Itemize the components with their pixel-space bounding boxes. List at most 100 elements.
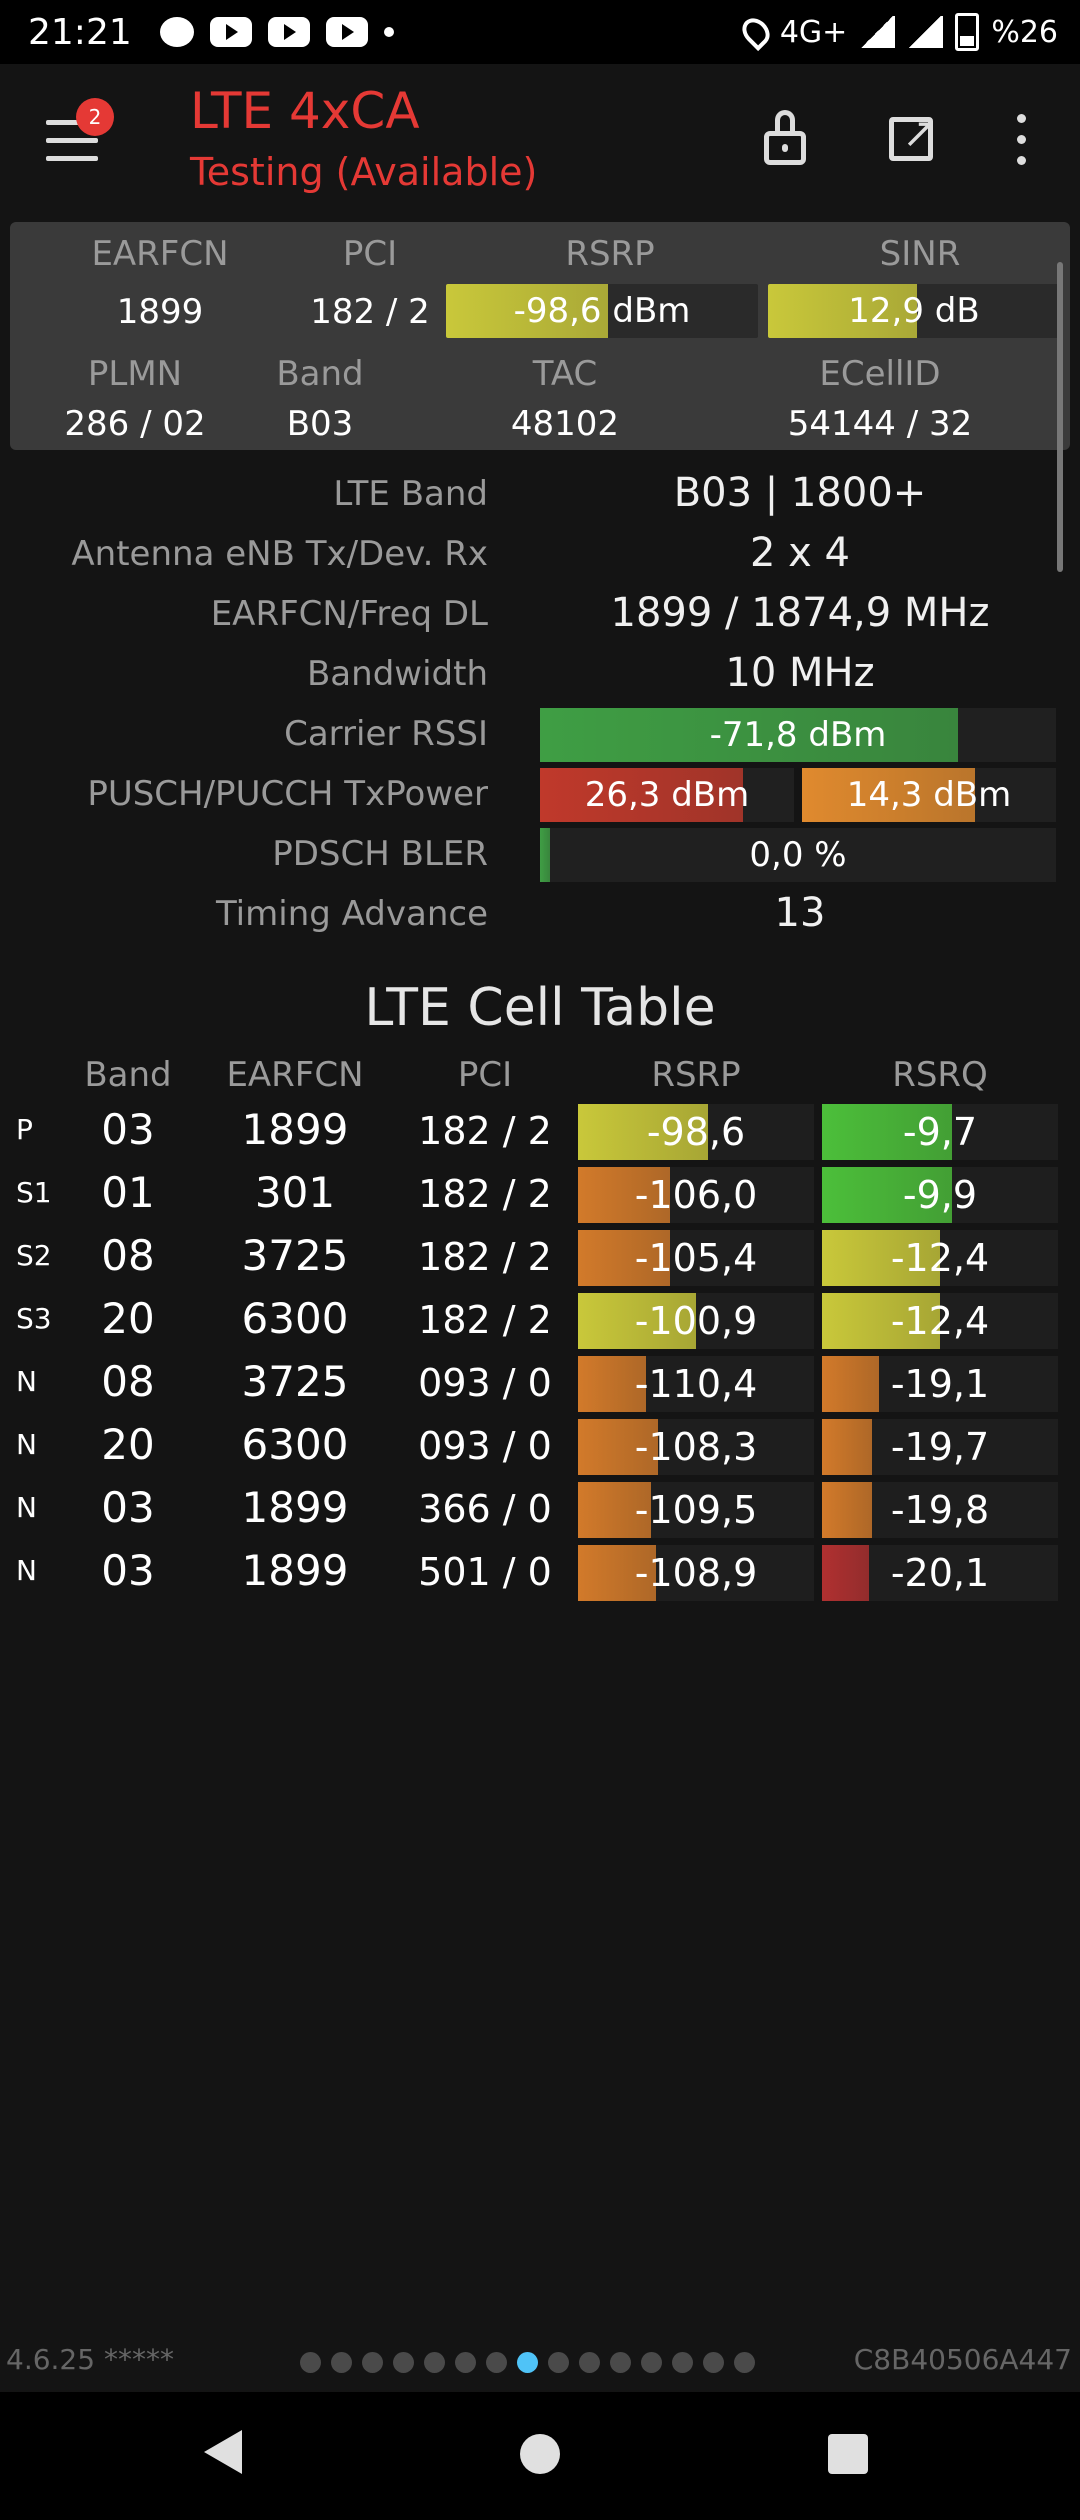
page-dot[interactable] [641,2352,662,2373]
tx-power-label: PUSCH/PUCCH TxPower [87,774,488,814]
bandwidth-value: 10 MHz [725,650,875,696]
bler-value: 0,0 % [749,835,847,875]
row-type: S3 [16,1302,52,1335]
cell-band: 03 [101,1546,155,1595]
lock-icon[interactable] [750,104,820,174]
bler-bar: 0,0 % [540,828,1056,882]
youtube-icon [209,17,252,47]
menu-icon[interactable] [46,120,98,162]
tac-label: TAC [532,354,598,394]
cell-band: 03 [101,1483,155,1532]
network-type: 4G+ [779,14,848,50]
page-dot[interactable] [300,2352,321,2373]
row-type: N [16,1365,37,1398]
page-dot[interactable] [579,2352,600,2373]
ecellid-value: 54144 / 32 [787,404,973,444]
cell-pci: 093 / 0 [418,1424,552,1468]
sinr-label: SINR [879,234,961,274]
sinr-bar-fill [768,284,917,338]
youtube-icon [267,17,310,47]
lte-band-value: B03 | 1800+ [673,470,927,516]
bler-bar-fill [540,828,551,882]
battery-percent: %26 [991,14,1058,50]
cell-rsrp-bar: -106,0 [578,1167,814,1223]
cell-pci: 182 / 2 [418,1235,552,1279]
cell-rsrp-bar: -109,5 [578,1482,814,1538]
row-type: N [16,1428,37,1461]
row-type: S2 [16,1239,52,1272]
home-icon[interactable] [520,2434,560,2474]
sinr-value: 12,9 dB [848,291,980,331]
cell-pci: 366 / 0 [418,1487,552,1531]
row-type: N [16,1491,37,1524]
serving-cell-card: EARFCN PCI RSRP SINR 1899 182 / 2 -98,6 … [10,222,1070,450]
cell-rsrq-bar: -12,4 [822,1293,1058,1349]
more-vert-icon[interactable] [986,104,1056,174]
scrollbar[interactable] [1057,262,1063,572]
band-label: Band [276,354,364,394]
page-dot[interactable] [455,2352,476,2373]
col-rsrq: RSRQ [892,1055,988,1095]
app-title: LTE 4xCA [190,82,420,140]
ecellid-label: ECellID [819,354,941,394]
row-type: S1 [16,1176,52,1209]
page-indicator[interactable] [300,2352,755,2373]
page-dot[interactable] [734,2352,755,2373]
cell-rsrp-bar: -110,4 [578,1356,814,1412]
cell-rsrp-value: -105,4 [634,1236,758,1280]
cell-rsrq-bar-fill [822,1356,879,1412]
cell-rsrp-bar: -108,9 [578,1545,814,1601]
page-dot[interactable] [517,2352,538,2373]
cell-rsrq-bar: -19,1 [822,1356,1058,1412]
navigation-bar [0,2392,1080,2520]
page-dot[interactable] [424,2352,445,2373]
youtube-icon [325,17,368,47]
cell-band: 01 [101,1168,155,1217]
page-dot[interactable] [331,2352,352,2373]
cell-rsrq-value: -12,4 [890,1236,990,1280]
cell-rsrp-bar: -105,4 [578,1230,814,1286]
page-dot[interactable] [548,2352,569,2373]
bler-label: PDSCH BLER [272,834,488,874]
cell-earfcn: 1899 [241,1483,349,1532]
page-dot[interactable] [703,2352,724,2373]
cell-table-title: LTE Cell Table [364,978,716,1038]
app-subtitle: Testing (Available) [190,150,538,194]
pucch-power-value: 14,3 dBm [846,775,1012,815]
cell-rsrq-bar: -19,8 [822,1482,1058,1538]
cell-rsrp-bar-fill [578,1545,656,1601]
row-type: P [16,1113,33,1146]
recents-icon[interactable] [828,2434,868,2474]
col-rsrp: RSRP [651,1055,741,1095]
cell-rsrp-value: -110,4 [634,1362,758,1406]
cell-band: 08 [101,1357,155,1406]
cell-pci: 182 / 2 [418,1172,552,1216]
page-dot[interactable] [362,2352,383,2373]
cell-rsrp-bar-fill [578,1104,708,1160]
status-time: 21:21 [28,11,132,53]
open-external-icon[interactable] [876,104,946,174]
page-dot[interactable] [486,2352,507,2373]
cell-pci: 182 / 2 [418,1298,552,1342]
lte-band-label: LTE Band [333,474,488,514]
page-dot[interactable] [672,2352,693,2373]
cell-earfcn: 6300 [241,1294,349,1343]
cell-rsrp-bar: -100,9 [578,1293,814,1349]
back-icon[interactable] [204,2430,242,2474]
page-dot[interactable] [393,2352,414,2373]
page-dot[interactable] [610,2352,631,2373]
carrier-rssi-bar-fill [540,708,958,762]
cell-rsrp-value: -109,5 [634,1488,758,1532]
pci-value: 182 / 2 [310,292,430,332]
pucch-power-bar: 14,3 dBm [802,768,1056,822]
status-bar: 21:21 4G+ %26 [0,0,1080,64]
pucch-power-bar-fill [802,768,975,822]
earfcn-freq-label: EARFCN/Freq DL [210,594,488,634]
pusch-power-bar: 26,3 dBm [540,768,794,822]
cell-rsrq-value: -9,9 [902,1173,978,1217]
cell-rsrq-value: -12,4 [890,1299,990,1343]
antenna-label: Antenna eNB Tx/Dev. Rx [71,534,488,574]
cell-earfcn: 1899 [241,1105,349,1154]
cell-rsrq-bar: -9,7 [822,1104,1058,1160]
cell-rsrp-bar-fill [578,1230,671,1286]
